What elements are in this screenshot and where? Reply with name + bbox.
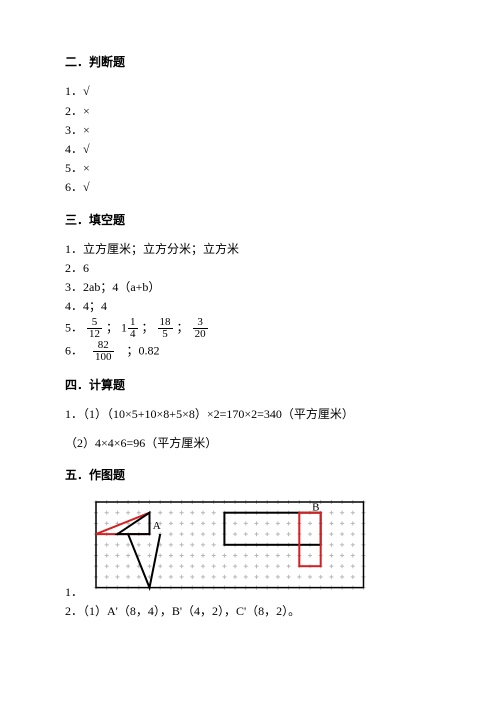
s3-i5-frac2: 14 (128, 317, 138, 340)
svg-text:A: A (153, 520, 161, 532)
s2-item-2: 2．× (65, 102, 445, 121)
s3-i5-sep3: ； (177, 320, 189, 334)
s3-i5-frac1: 512 (87, 317, 102, 340)
s3-item-2: 2．6 (65, 259, 445, 278)
frac-den: 12 (87, 329, 102, 340)
s3-i5-sep1: ； (106, 320, 118, 334)
s3-i5-frac4: 320 (193, 317, 208, 340)
frac-den: 5 (158, 329, 173, 340)
s4-item-2: （2）4×4×6=96（平方厘米） (65, 434, 445, 453)
frac-num: 5 (87, 317, 102, 329)
frac-num: 18 (158, 317, 173, 329)
frac-den: 20 (193, 329, 208, 340)
s3-i6-tail: ；0.82 (127, 343, 160, 357)
s5-q2: 2．（1）A'（8，4），B'（4，2），C'（8，2）。 (65, 602, 445, 621)
grid-diagram: AB (90, 496, 370, 596)
s3-item-3: 3．2ab；4（a+b） (65, 278, 445, 297)
s3-item-1: 1．立方厘米；立方分米；立方米 (65, 240, 445, 259)
section-3-heading: 三．填空题 (65, 210, 445, 230)
frac-num: 82 (93, 340, 114, 352)
s2-item-3: 3．× (65, 121, 445, 140)
section-4-heading: 四．计算题 (65, 375, 445, 395)
section-5-heading: 五．作图题 (65, 465, 445, 485)
s2-item-6: 6．√ (65, 178, 445, 197)
frac-den: 4 (128, 329, 138, 340)
s3-i5-frac3: 185 (158, 317, 173, 340)
s3-i5-sep2: ； (142, 320, 154, 334)
section-3-list: 1．立方厘米；立方分米；立方米 2．6 3．2ab；4（a+b） 4．4；4 5… (65, 240, 445, 363)
s3-item-6: 6． 82100 ；0.82 (65, 340, 445, 363)
s3-i5-label: 5． (65, 320, 83, 334)
s5-q1-row: 1． AB (65, 496, 445, 602)
s3-i5-mixed-int: 1 (121, 320, 127, 334)
frac-den: 100 (93, 352, 114, 363)
section-2-list: 1．√ 2．× 3．× 4．√ 5．× 6．√ (65, 82, 445, 197)
frac-num: 3 (193, 317, 208, 329)
s2-item-1: 1．√ (65, 82, 445, 101)
s3-item-5: 5． 512 ； 114 ； 185 ； 320 (65, 317, 445, 340)
s3-item-4: 4．4；4 (65, 297, 445, 316)
svg-text:B: B (312, 501, 319, 513)
s5-q1-label: 1． (65, 582, 83, 602)
section-4-list: 1．（1）（10×5+10×8+5×8）×2=170×2=340（平方厘米） （… (65, 405, 445, 453)
s3-i6-label: 6． (65, 343, 83, 357)
s2-item-4: 4．√ (65, 140, 445, 159)
section-2-heading: 二．判断题 (65, 52, 445, 72)
s3-i6-frac: 82100 (93, 340, 114, 363)
s5-figure: AB (90, 585, 370, 599)
frac-num: 1 (128, 317, 138, 329)
s2-item-5: 5．× (65, 159, 445, 178)
s4-item-1: 1．（1）（10×5+10×8+5×8）×2=170×2=340（平方厘米） (65, 405, 445, 424)
